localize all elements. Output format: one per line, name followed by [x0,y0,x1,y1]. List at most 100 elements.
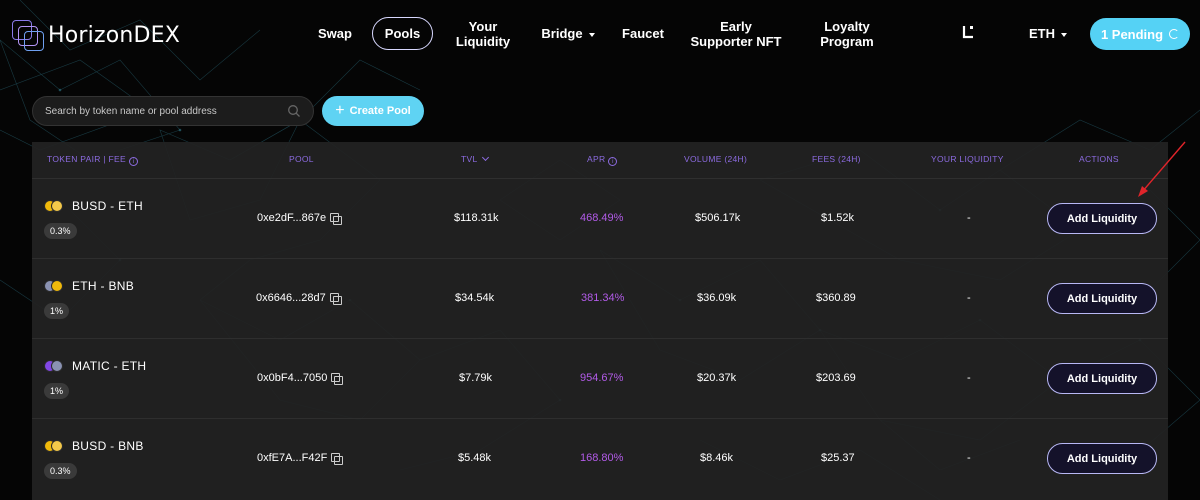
fees-value: $1.52k [821,212,855,224]
nav-early-supporter-nft[interactable]: Early Supporter NFT [684,19,788,49]
nav-loyalty-line1: Loyalty [824,19,870,34]
pools-table [32,142,1168,500]
eth-icon [51,200,63,212]
info-icon[interactable]: i [608,157,618,166]
copy-icon[interactable] [331,453,344,465]
nav-swap-label: Swap [318,26,352,41]
create-pool-button[interactable]: + Create Pool [322,96,424,126]
fees-value: $360.89 [816,292,856,304]
nav-nft-line2: Supporter NFT [690,34,782,49]
fee-badge: 1% [44,303,70,319]
pool-address-text: 0x0bF4...7050 [257,372,328,384]
header-apr: APR i [587,154,618,166]
header-token-pair-label: TOKEN PAIR | FEE [47,154,126,164]
volume-value: $20.37k [697,372,737,384]
header-tvl-label: TVL [461,154,478,164]
your-liquidity-value: - [967,292,971,304]
copy-icon[interactable] [331,373,344,385]
pool-address: 0x6646...28d7 [256,292,342,305]
plus-icon: + [335,102,345,119]
pending-label: 1 Pending [1100,26,1164,42]
add-liquidity-button[interactable]: Add Liquidity [1047,443,1157,474]
annotation-arrow-icon [1138,141,1186,197]
nav-pools[interactable]: Pools [372,17,433,50]
add-liquidity-button[interactable]: Add Liquidity [1047,363,1157,394]
header-fees: FEES (24H) [812,154,861,164]
token-pair: ETH - BNB [44,279,134,293]
pending-transactions-button[interactable]: 1 Pending [1090,18,1190,50]
pool-address-text: 0x6646...28d7 [256,292,326,304]
table-row: BUSD - ETH 0.3% 0xe2dF...867e $118.31k 4… [32,179,1168,259]
network-selector[interactable]: ETH [1022,26,1074,41]
nav-your-liquidity-line1: Your [468,19,498,34]
your-liquidity-value: - [967,212,971,224]
pool-address-text: 0xfE7A...F42F [257,452,328,464]
pool-address-text: 0xe2dF...867e [257,212,327,224]
token-pair: BUSD - ETH [44,199,143,213]
header-volume: VOLUME (24H) [684,154,748,164]
apr-value: 468.49% [580,212,624,224]
header-tvl[interactable]: TVL [461,153,489,164]
table-row: BUSD - BNB 0.3% 0xfE7A...F42F $5.48k 168… [32,419,1168,499]
add-liquidity-label: Add Liquidity [1066,372,1138,385]
pair-name: BUSD - BNB [72,439,144,453]
header-pool: POOL [289,154,314,164]
wallet-connector[interactable] [958,24,980,44]
chevron-down-icon [1061,32,1067,37]
header-apr-label: APR [587,154,606,164]
token-icons [44,360,68,372]
fees-value: $203.69 [816,372,856,384]
spinner-icon [1169,29,1180,39]
nav-loyalty-line2: Program [820,34,874,49]
nav-nft-line1: Early [720,19,752,34]
your-liquidity-value: - [967,372,971,384]
fee-badge: 0.3% [44,223,77,239]
add-liquidity-button[interactable]: Add Liquidity [1047,203,1157,234]
brand-logo[interactable]: HorizonDEX [10,18,180,52]
sort-chevron-icon [481,153,489,162]
nav-faucet[interactable]: Faucet [612,26,674,41]
header-divider [32,178,1168,179]
tvl-value: $34.54k [455,292,495,304]
token-pair: BUSD - BNB [44,439,144,453]
header-actions: ACTIONS [1079,154,1119,164]
header-token-pair: TOKEN PAIR | FEE i [47,154,138,166]
add-liquidity-label: Add Liquidity [1066,452,1138,465]
nav-bridge[interactable]: Bridge [533,26,603,41]
chevron-down-icon [588,32,595,37]
token-icons [44,200,68,212]
fees-value: $25.37 [821,452,855,464]
volume-value: $506.17k [695,212,741,224]
pool-address: 0xe2dF...867e [257,212,343,225]
search-box[interactable] [32,96,314,126]
pool-address: 0x0bF4...7050 [257,372,344,385]
apr-value: 954.67% [580,372,624,384]
pair-name: BUSD - ETH [72,199,144,213]
tvl-value: $7.79k [459,372,493,384]
nav-your-liquidity-line2: Liquidity [455,34,511,49]
info-icon[interactable]: i [128,157,138,166]
copy-icon[interactable] [329,293,342,305]
nav-loyalty-program[interactable]: Loyalty Program [808,19,886,49]
nav-your-liquidity[interactable]: Your Liquidity [447,19,519,49]
copy-icon[interactable] [330,213,343,225]
nav-faucet-label: Faucet [622,26,664,41]
nav-swap[interactable]: Swap [310,26,360,41]
token-icons [44,280,68,292]
pair-name: MATIC - ETH [72,359,147,373]
add-liquidity-label: Add Liquidity [1066,292,1138,305]
create-pool-label: Create Pool [349,105,411,117]
search-icon [288,105,300,117]
add-liquidity-button[interactable]: Add Liquidity [1047,283,1157,314]
your-liquidity-value: - [967,452,971,464]
fee-badge: 0.3% [44,463,77,479]
network-label: ETH [1029,26,1055,41]
bnb-icon [51,280,63,292]
bnb-icon [51,440,63,452]
apr-value: 168.80% [580,452,624,464]
token-icons [44,440,68,452]
search-input[interactable] [33,97,273,125]
volume-value: $36.09k [697,292,737,304]
add-liquidity-label: Add Liquidity [1066,212,1138,225]
eth-icon [51,360,63,372]
